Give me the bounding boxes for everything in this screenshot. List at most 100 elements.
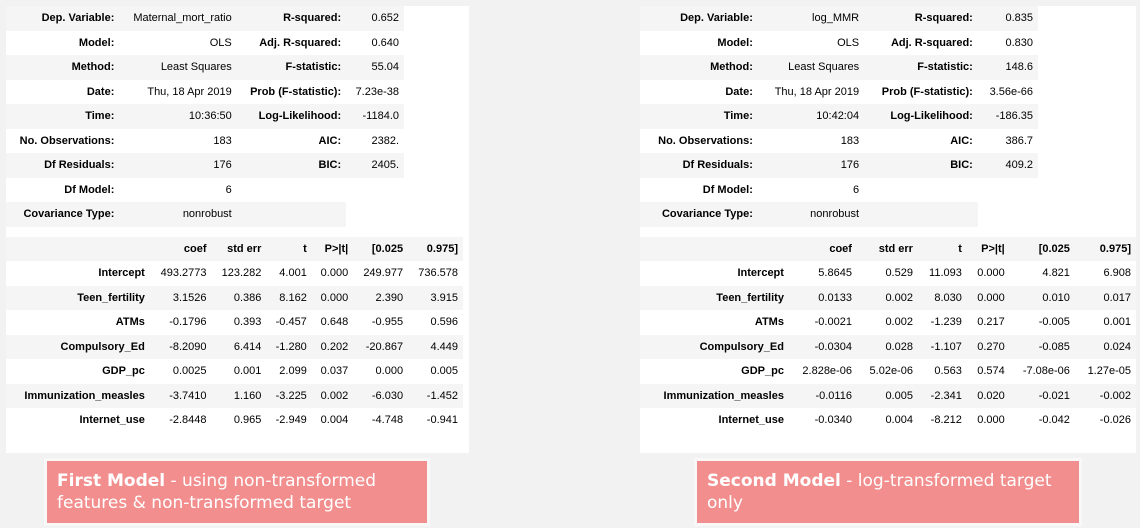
column-header: [0.025 [1009,236,1075,261]
variable-name: Teen_fertility [6,285,150,310]
coef-cell: 0.270 [966,334,1010,359]
coef-cell: 0.004 [320,414,349,427]
coef-cell: 0.000 [977,267,1005,280]
variable-name: Immunization_measles [640,383,789,408]
table-row: Intercept 5.8645 0.529 11.093 0.000 4.821 6.90… [640,261,1136,286]
summary-row: Method: Least Squares F-statistic: 55.04 [6,55,404,80]
first-model-summary: Dep. Variable: Maternal_mort_ratio R-squar… [6,6,469,453]
stat-value: 183 [213,134,232,147]
coef-cell: 2.390 [353,285,409,310]
stat-value [346,178,404,203]
stat-label: Time: [6,104,120,129]
variable-name: Compulsory_Ed [640,334,789,359]
coef-cell: 0.004 [885,414,913,427]
stat-label: R-squared: [864,6,978,31]
summary-row: Dep. Variable: Maternal_mort_ratio R-squar… [6,6,404,31]
coef-cell: 3.1526 [149,285,212,310]
stat-value: 6 [225,183,232,196]
stat-value: 183 [840,134,860,147]
coef-cell: -20.867 [353,334,409,359]
summary-row: Df Residuals: 176 BIC: 409.2 [640,153,1038,178]
caption-title: First Model [57,471,166,491]
stat-value: OLS [837,36,860,49]
table-row: Immunization_measles -0.0116 0.005 -2.341 0.… [640,383,1136,408]
coef-cell: -0.1796 [169,316,207,329]
stat-label [237,178,346,203]
table-row: GDP_pc 0.0025 0.001 2.099 0.037 0.000 0.005 [6,359,463,384]
coef-cell: 5.8645 [818,267,852,280]
coef-cell: -2.8448 [169,414,207,427]
stat-label: Df Residuals: [640,153,758,178]
variable-name: Immunization_measles [6,383,150,408]
model-info-table: Dep. Variable: Maternal_mort_ratio R-squar… [6,6,404,227]
stat-label: F-statistic: [864,55,978,80]
coef-cell: 4.821 [1042,267,1070,280]
table-row: Teen_fertility 3.1526 0.386 8.162 0.000 2.390… [6,285,463,310]
coef-cell: 1.27e-05 [1087,365,1131,378]
coef-cell: 0.0133 [788,285,857,310]
column-header: std err [856,236,918,261]
coef-cell: 0.000 [320,267,349,280]
summary-row: Model: OLS Adj. R-squared: 0.830 [640,31,1038,56]
coef-cell: 8.162 [266,285,312,310]
coef-cell: 736.578 [418,267,458,280]
coef-cell: 0.529 [885,267,913,280]
variable-name: Intercept [737,267,784,280]
column-header: [0.025 [353,236,409,261]
caption-text: - log-transformed target only [707,471,1052,513]
summary-row: Date: Thu, 18 Apr 2019 Prob (F-statistic):… [640,80,1038,105]
stat-value [346,202,404,227]
stat-value: nonrobust [119,202,237,227]
stat-label [864,178,978,203]
stat-label: Prob (F-statistic): [250,85,342,98]
column-header: t [266,236,312,261]
coef-cell: -0.0304 [788,334,857,359]
stat-label: Df Model: [64,183,115,196]
coef-cell: 3.915 [408,285,463,310]
stat-label: Prob (F-statistic): [881,85,973,98]
coef-cell: 0.965 [233,414,262,427]
coefficient-table: coef std err t P>|t| [0.025 0.975] Intercept 49… [6,236,463,433]
variable-name: ATMs [115,316,145,329]
coef-cell: 0.010 [1009,285,1075,310]
stat-label: Df Residuals: [6,153,120,178]
coef-cell: 0.020 [966,383,1010,408]
summary-row: No. Observations: 183 AIC: 386.7 [640,129,1038,154]
coef-cell: -1.107 [917,334,967,359]
summary-row: Df Model: 6 [6,178,404,203]
coef-cell: 0.202 [311,334,354,359]
coef-cell: 0.002 [856,285,918,310]
coef-cell: 0.000 [311,285,354,310]
coef-cell: 0.024 [1074,334,1136,359]
caption-title: Second Model [707,471,841,491]
coef-cell: -4.748 [371,414,404,427]
table-row: ATMs -0.0021 0.002 -1.239 0.217 -0.005 0.001 [640,310,1136,335]
stat-value: Least Squares [119,55,237,80]
variable-name: Internet_use [718,414,784,427]
coef-header-row: coef std err t P>|t| [0.025 0.975] [640,236,1136,261]
coef-cell: -0.955 [371,316,404,329]
coef-cell: 0.037 [320,365,349,378]
column-header: t [917,236,967,261]
column-header: 0.975] [408,236,463,261]
stat-value: 10:42:04 [757,104,865,129]
coef-cell: 0.574 [977,365,1005,378]
stat-label: AIC: [950,134,973,147]
stat-label: Date: [725,85,753,98]
variable-name: Compulsory_Ed [6,334,150,359]
table-row: ATMs -0.1796 0.393 -0.457 0.648 -0.955 0.596 [6,310,463,335]
coef-cell: 6.908 [1103,267,1131,280]
summary-row: Covariance Type: nonrobust [6,202,404,227]
coef-cell: -2.341 [917,383,967,408]
coef-cell: 0.563 [934,365,962,378]
coef-header-row: coef std err t P>|t| [0.025 0.975] [6,236,463,261]
coef-cell: 0.648 [320,316,349,329]
stat-value: Thu, 18 Apr 2019 [774,85,860,98]
coef-cell: 0.005 [430,365,458,378]
stat-label: Time: [640,104,758,129]
column-header: P>|t| [966,236,1010,261]
table-row: Internet_use -0.0340 0.004 -8.212 0.000 -0.04… [640,408,1136,433]
coef-cell: -7.08e-06 [1022,365,1070,378]
coef-cell: -0.002 [1074,383,1136,408]
second-model-caption: Second Model - log-transformed target on… [694,458,1082,526]
